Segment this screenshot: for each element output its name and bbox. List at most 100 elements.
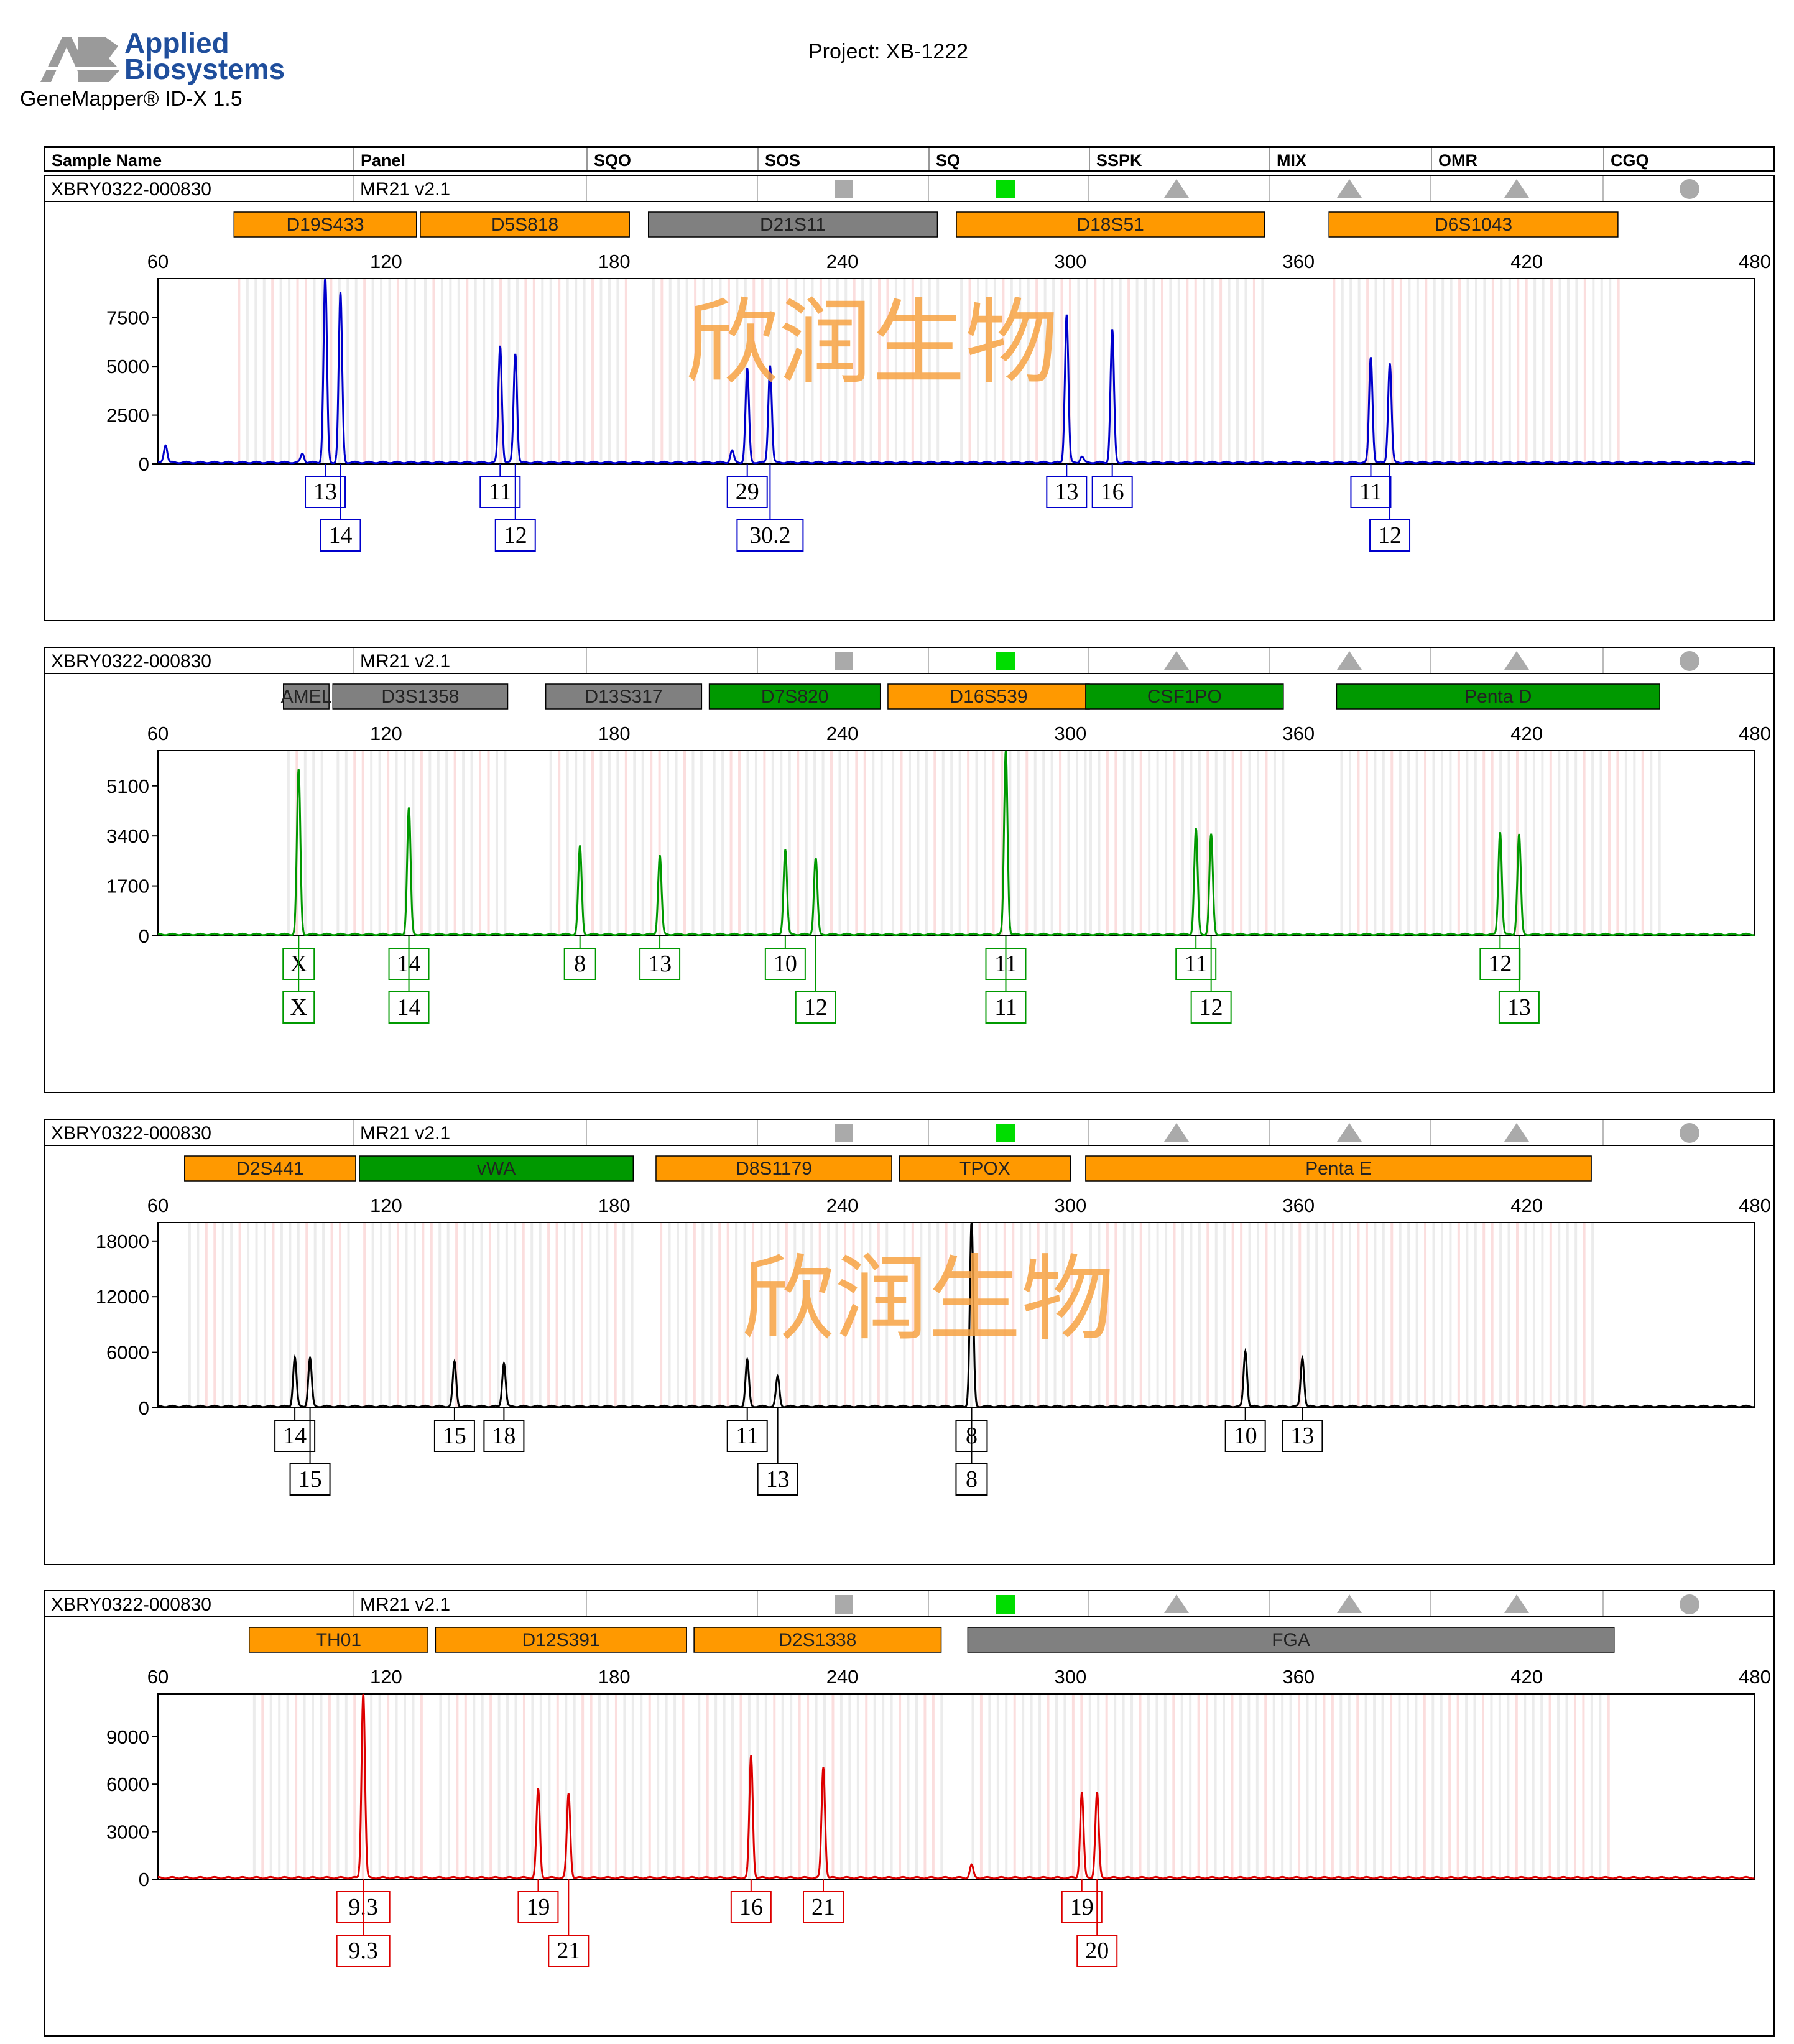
flag-cell	[1269, 1120, 1276, 1145]
allele-label-box[interactable]	[1076, 1935, 1118, 1967]
allele-label-box[interactable]	[639, 948, 681, 980]
allele-label-box[interactable]	[1350, 476, 1392, 508]
trace-red	[158, 1693, 1755, 1880]
allele-label-box[interactable]	[795, 991, 836, 1024]
locus-marker[interactable]	[1085, 683, 1284, 710]
allele-label-box[interactable]	[274, 1420, 316, 1452]
allele-label-box[interactable]	[1061, 1891, 1103, 1923]
electropherogram-chart: TH01 D12S391 D2S1338 FGA 60 120 180 240 300 360 42…	[106, 1594, 1771, 1967]
sample-info-row[interactable]: XBRY0322-000830 MR21 v2.1	[45, 176, 1773, 202]
allele-label-box[interactable]	[289, 1463, 331, 1496]
allele-label-box[interactable]	[764, 948, 806, 980]
allele-label-box[interactable]	[388, 991, 430, 1024]
locus-marker[interactable]	[184, 1155, 356, 1182]
locus-marker[interactable]	[435, 1627, 687, 1653]
locus-marker[interactable]	[359, 1155, 634, 1182]
sample-info-row[interactable]: XBRY0322-000830 MR21 v2.1	[45, 648, 1773, 674]
allele-label-box[interactable]	[1479, 948, 1521, 980]
locus-marker[interactable]	[332, 683, 509, 710]
sq-flag-green-square-icon	[996, 180, 1015, 198]
allele-label-box[interactable]	[736, 519, 804, 552]
col-mix[interactable]: MIX	[1269, 148, 1306, 170]
sample-info-row[interactable]: XBRY0322-000830 MR21 v2.1	[45, 1120, 1773, 1146]
col-cgq[interactable]: CGQ	[1603, 148, 1649, 170]
allele-label-box[interactable]	[1046, 476, 1088, 508]
applied-biosystems-logo	[40, 37, 120, 82]
locus-marker[interactable]	[420, 211, 630, 238]
allele-label-box[interactable]	[517, 1891, 559, 1923]
flag-cell	[928, 1591, 935, 1616]
y-tick-label: 18000	[96, 1231, 149, 1252]
locus-marker-label: TPOX	[959, 1158, 1010, 1179]
allele-label-box[interactable]	[483, 1420, 525, 1452]
allele-label-box[interactable]	[320, 519, 361, 552]
locus-marker[interactable]	[655, 1155, 892, 1182]
allele-label-box[interactable]	[803, 1891, 844, 1923]
col-sspk[interactable]: SSPK	[1089, 148, 1142, 170]
allele-label-box[interactable]	[1498, 991, 1540, 1024]
cgq-flag-gray-circle-icon	[1680, 1123, 1699, 1143]
allele-label: 13	[1290, 1423, 1314, 1449]
allele-label-box[interactable]	[548, 1935, 590, 1967]
panel-name-cell: MR21 v2.1	[353, 176, 450, 201]
logo-line-2: Biosystems	[124, 53, 285, 85]
allele-label-box[interactable]	[1175, 948, 1217, 980]
locus-marker[interactable]	[545, 683, 703, 710]
allele-label-box[interactable]	[494, 519, 536, 552]
col-sos[interactable]: SOS	[757, 148, 800, 170]
x-tick-label: 480	[1739, 1195, 1771, 1216]
allele-label-box[interactable]	[1282, 1420, 1323, 1452]
locus-marker[interactable]	[967, 1627, 1615, 1653]
allele-label-box[interactable]	[955, 1463, 988, 1496]
locus-marker-label: FGA	[1272, 1630, 1310, 1650]
sample-name-cell: XBRY0322-000830	[51, 651, 211, 672]
allele-label-box[interactable]	[336, 1935, 391, 1967]
col-panel[interactable]: Panel	[353, 148, 405, 170]
sample-info-row[interactable]: XBRY0322-000830 MR21 v2.1	[45, 1591, 1773, 1617]
locus-marker[interactable]	[1085, 1155, 1592, 1182]
allele-label-box[interactable]	[1224, 1420, 1266, 1452]
x-tick-label: 120	[370, 251, 402, 272]
allele-label-box[interactable]	[1091, 476, 1133, 508]
locus-marker[interactable]	[1328, 211, 1619, 238]
locus-marker[interactable]	[647, 211, 938, 238]
allele-label-box[interactable]	[726, 476, 768, 508]
locus-marker[interactable]	[693, 1627, 942, 1653]
trace-black	[158, 1222, 1755, 1408]
allele-label-box[interactable]	[985, 991, 1027, 1024]
allele-label: 12	[1378, 522, 1402, 548]
allele-label-box[interactable]	[757, 1463, 798, 1496]
allele-label-box[interactable]	[282, 991, 315, 1024]
flag-cell	[1430, 176, 1438, 201]
col-sqo[interactable]: SQO	[586, 148, 631, 170]
x-tick-label: 300	[1055, 251, 1087, 272]
allele-label-box[interactable]	[433, 1420, 475, 1452]
omr-flag-gray-triangle-icon	[1504, 1123, 1529, 1142]
col-sq[interactable]: SQ	[928, 148, 960, 170]
col-omr[interactable]: OMR	[1431, 148, 1477, 170]
allele-label-box[interactable]	[1190, 991, 1232, 1024]
locus-marker[interactable]	[283, 683, 330, 710]
x-tick-label: 60	[147, 1195, 169, 1216]
locus-marker[interactable]	[899, 1155, 1071, 1182]
locus-marker-label: D2S441	[236, 1158, 303, 1179]
x-tick-label: 420	[1510, 1666, 1543, 1688]
locus-marker[interactable]	[233, 211, 417, 238]
locus-marker[interactable]	[708, 683, 881, 710]
locus-marker[interactable]	[248, 1627, 428, 1653]
allele-label-box[interactable]	[563, 948, 596, 980]
allele-label: 18	[492, 1423, 516, 1449]
allele-label-box[interactable]	[305, 476, 346, 508]
allele-label-box[interactable]	[726, 1420, 768, 1452]
allele-label-box[interactable]	[730, 1891, 772, 1923]
locus-marker[interactable]	[956, 211, 1265, 238]
flag-cell	[1602, 1591, 1610, 1616]
col-sample-name[interactable]: Sample Name	[52, 151, 162, 170]
x-tick-label: 300	[1055, 723, 1087, 744]
plot-area	[157, 750, 1755, 936]
app-name: GeneMapper® ID-X 1.5	[20, 87, 243, 111]
allele-label-box[interactable]	[479, 476, 521, 508]
y-tick-label: 2500	[106, 405, 149, 427]
locus-marker[interactable]	[1336, 683, 1660, 710]
allele-label-box[interactable]	[1369, 519, 1411, 552]
